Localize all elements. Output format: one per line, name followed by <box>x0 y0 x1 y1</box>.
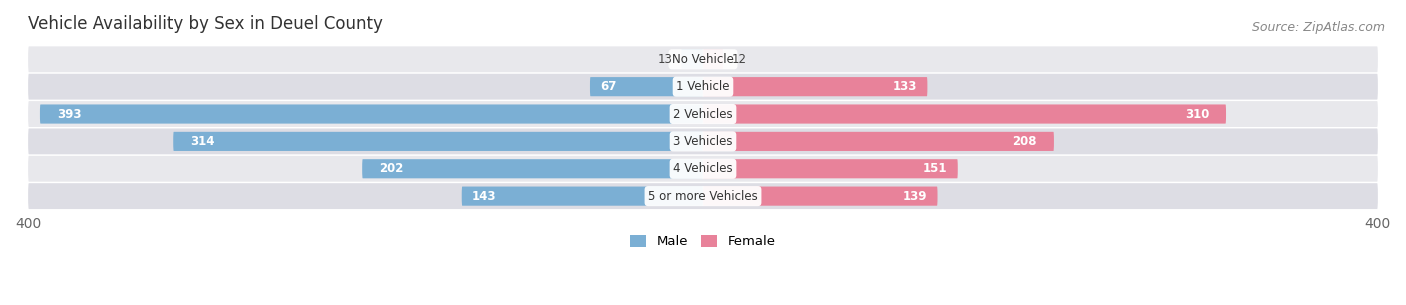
FancyBboxPatch shape <box>28 128 1378 154</box>
Text: 208: 208 <box>1012 135 1038 148</box>
Text: 143: 143 <box>472 190 496 203</box>
FancyBboxPatch shape <box>173 132 703 151</box>
Text: Source: ZipAtlas.com: Source: ZipAtlas.com <box>1251 21 1385 34</box>
Text: 202: 202 <box>380 162 404 175</box>
Text: 133: 133 <box>893 80 917 93</box>
FancyBboxPatch shape <box>681 50 703 69</box>
Text: 67: 67 <box>600 80 616 93</box>
FancyBboxPatch shape <box>461 187 703 206</box>
Text: 5 or more Vehicles: 5 or more Vehicles <box>648 190 758 203</box>
FancyBboxPatch shape <box>703 187 938 206</box>
Text: 151: 151 <box>924 162 948 175</box>
FancyBboxPatch shape <box>28 183 1378 209</box>
FancyBboxPatch shape <box>28 74 1378 100</box>
FancyBboxPatch shape <box>703 77 928 96</box>
Text: 13: 13 <box>658 53 672 66</box>
Legend: Male, Female: Male, Female <box>626 229 780 253</box>
FancyBboxPatch shape <box>703 104 1226 124</box>
Text: 139: 139 <box>903 190 928 203</box>
FancyBboxPatch shape <box>591 77 703 96</box>
Text: 2 Vehicles: 2 Vehicles <box>673 108 733 120</box>
Text: No Vehicle: No Vehicle <box>672 53 734 66</box>
Text: 12: 12 <box>731 53 747 66</box>
Text: Vehicle Availability by Sex in Deuel County: Vehicle Availability by Sex in Deuel Cou… <box>28 15 382 33</box>
Text: 310: 310 <box>1185 108 1209 120</box>
Text: 393: 393 <box>56 108 82 120</box>
Text: 314: 314 <box>190 135 215 148</box>
Text: 3 Vehicles: 3 Vehicles <box>673 135 733 148</box>
FancyBboxPatch shape <box>703 50 723 69</box>
FancyBboxPatch shape <box>28 101 1378 127</box>
FancyBboxPatch shape <box>39 104 703 124</box>
FancyBboxPatch shape <box>363 159 703 178</box>
Text: 1 Vehicle: 1 Vehicle <box>676 80 730 93</box>
FancyBboxPatch shape <box>28 156 1378 182</box>
FancyBboxPatch shape <box>703 159 957 178</box>
Text: 4 Vehicles: 4 Vehicles <box>673 162 733 175</box>
FancyBboxPatch shape <box>703 132 1054 151</box>
FancyBboxPatch shape <box>28 46 1378 72</box>
